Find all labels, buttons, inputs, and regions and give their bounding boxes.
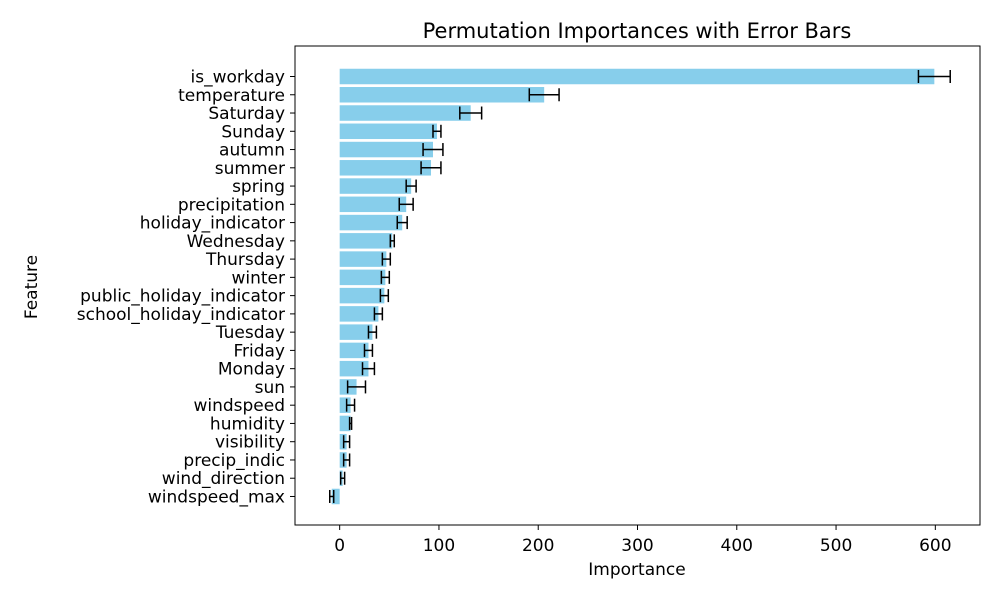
error-bar-temperature [528, 88, 560, 102]
error-bar-precipitation [398, 197, 414, 211]
bar-spring [339, 178, 412, 194]
error-bar-windspeed [345, 398, 356, 412]
y-axis-ticks: is_workdaytemperatureSaturdaySundayautum… [77, 68, 295, 507]
y-tick-label: Saturday [208, 104, 285, 124]
y-tick-label: Thursday [205, 250, 285, 270]
y-tick-label: Monday [218, 360, 285, 380]
bar-saturday [339, 105, 471, 121]
y-tick-label: temperature [178, 86, 285, 106]
bar-monday [339, 360, 369, 377]
bar-school-holiday-indicator [339, 306, 379, 322]
y-tick-label: Wednesday [187, 232, 285, 252]
error-bar-winter [380, 270, 391, 284]
error-bar-saturday [459, 106, 483, 120]
y-tick-label: humidity [210, 414, 285, 434]
error-bar-public-holiday-indicator [379, 289, 390, 303]
y-tick-label: winter [231, 268, 285, 288]
y-tick-label: sun [255, 378, 285, 398]
x-tick-label: 100 [423, 536, 455, 556]
bar-tuesday [339, 324, 373, 340]
bar-precipitation [339, 196, 407, 213]
x-tick-label: 0 [334, 536, 345, 556]
y-tick-label: precip_indic [183, 451, 285, 471]
error-bar-humidity [348, 416, 353, 430]
error-bar-precip-indic [342, 453, 351, 467]
error-bar-is-workday [917, 70, 951, 83]
bar-autumn [339, 141, 433, 158]
x-tick-label: 500 [820, 536, 852, 556]
bar-humidity [339, 415, 351, 432]
bar-friday [339, 342, 369, 359]
y-tick-label: summer [215, 159, 285, 179]
y-tick-label: spring [232, 177, 285, 197]
bar-windspeed [339, 397, 351, 413]
chart-title: Permutation Importances with Error Bars [423, 19, 852, 43]
y-tick-label: public_holiday_indicator [80, 287, 285, 307]
y-tick-label: Tuesday [215, 323, 285, 343]
x-tick-label: 600 [919, 536, 951, 556]
y-tick-label: windspeed [193, 396, 285, 416]
error-bar-tuesday [367, 325, 378, 339]
error-bar-spring [405, 179, 417, 193]
error-bar-autumn [422, 143, 444, 157]
y-tick-label: precipitation [178, 195, 285, 215]
error-bar-school-holiday-indicator [373, 307, 384, 321]
y-tick-label: school_holiday_indicator [77, 305, 285, 325]
error-bar-visibility [342, 435, 351, 449]
y-tick-label: Friday [233, 341, 285, 361]
x-tick-label: 200 [522, 536, 554, 556]
bar-is-workday [339, 68, 935, 85]
error-bar-summer [420, 161, 442, 175]
error-bar-sun [346, 380, 367, 394]
error-bar-holiday-indicator [396, 216, 408, 230]
x-axis-label: Importance [588, 560, 685, 580]
bar-public-holiday-indicator [339, 287, 385, 304]
y-tick-label: holiday_indicator [140, 214, 285, 234]
error-bars-group [328, 70, 951, 503]
y-tick-label: windspeed_max [148, 487, 285, 507]
error-bar-sunday [432, 124, 442, 138]
bar-temperature [339, 87, 545, 103]
y-tick-label: Sunday [221, 122, 285, 142]
error-bar-friday [363, 343, 374, 357]
y-axis-label: Feature [22, 255, 42, 319]
y-tick-label: wind_direction [162, 469, 285, 489]
bar-summer [339, 160, 432, 176]
y-tick-label: visibility [215, 433, 285, 453]
bars-group [331, 68, 935, 505]
x-tick-label: 400 [721, 536, 753, 556]
error-bar-thursday [381, 252, 392, 266]
bar-windspeed-max [331, 488, 340, 505]
error-bar-monday [361, 362, 376, 376]
error-bar-wind-direction [339, 471, 346, 485]
bar-sunday [339, 123, 437, 140]
y-tick-label: is_workday [191, 68, 286, 88]
bar-wednesday [339, 233, 393, 249]
bar-winter [339, 269, 386, 286]
bar-thursday [339, 251, 387, 267]
y-tick-label: autumn [219, 141, 285, 161]
x-tick-label: 300 [621, 536, 653, 556]
error-bar-wednesday [389, 234, 396, 248]
x-axis-ticks: 0 100 200 300 400 500 600 [334, 525, 952, 556]
bar-holiday-indicator [339, 214, 403, 231]
error-bar-windspeed-max [328, 489, 335, 503]
